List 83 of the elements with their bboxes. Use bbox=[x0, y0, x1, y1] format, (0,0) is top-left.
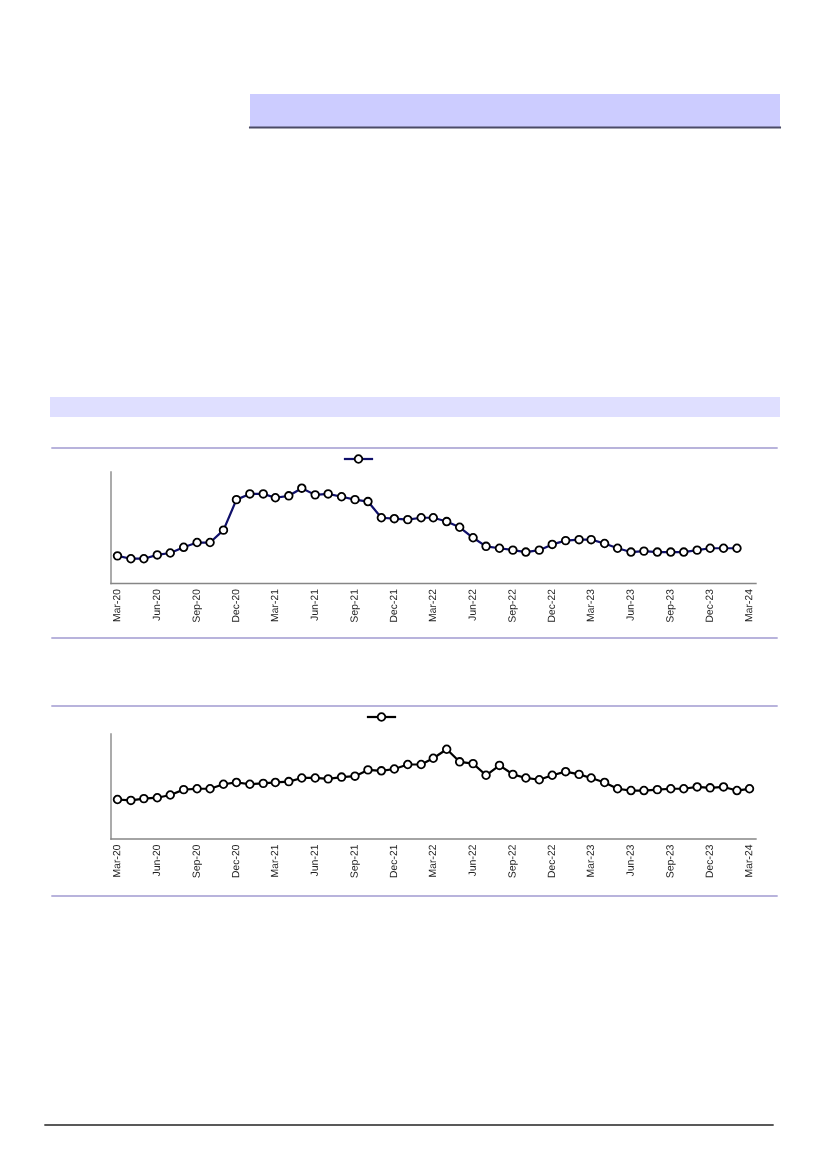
point bbox=[284, 776, 294, 787]
point bbox=[389, 764, 400, 774]
point bbox=[441, 744, 452, 754]
point bbox=[692, 782, 702, 792]
x-tick-label: Sep-20 bbox=[192, 589, 202, 623]
x-tick-label: Jun-20 bbox=[152, 844, 161, 877]
point bbox=[744, 784, 755, 794]
x-tick-label: Jun-22 bbox=[468, 589, 476, 621]
point bbox=[416, 759, 426, 770]
x-tick-label: Dec-20 bbox=[231, 589, 240, 622]
point bbox=[534, 775, 544, 785]
point bbox=[732, 785, 742, 796]
x-tick-label: Sep-21 bbox=[350, 845, 360, 878]
point bbox=[481, 770, 491, 781]
point bbox=[428, 753, 439, 763]
x-tick-label: Mar-21 bbox=[270, 845, 279, 877]
point bbox=[560, 766, 571, 777]
x-tick-label: Mar-23 bbox=[586, 845, 594, 877]
point bbox=[547, 770, 557, 781]
x-tick-label: Mar-21 bbox=[270, 589, 279, 622]
x-tick-label: Dec-22 bbox=[547, 589, 556, 622]
x-tick-label: Jun-23 bbox=[626, 589, 634, 621]
x-tick-label: Mar-24 bbox=[744, 844, 753, 877]
point bbox=[599, 777, 610, 788]
point bbox=[245, 779, 255, 789]
x-tick-label: Sep-20 bbox=[192, 844, 202, 878]
x-tick-label: Mar-20 bbox=[112, 844, 121, 877]
point bbox=[139, 793, 149, 804]
x-tick-label: Dec-21 bbox=[389, 589, 398, 622]
point bbox=[376, 766, 387, 776]
point bbox=[652, 784, 663, 795]
x-tick-label: Sep-21 bbox=[350, 589, 360, 623]
point bbox=[297, 773, 307, 783]
x-tick-label: Jun-21 bbox=[310, 845, 318, 877]
point bbox=[350, 771, 360, 781]
x-tick-label: Dec-23 bbox=[705, 589, 713, 622]
point bbox=[205, 784, 215, 794]
point bbox=[178, 784, 189, 795]
point bbox=[454, 757, 465, 767]
point bbox=[679, 784, 689, 794]
point bbox=[152, 792, 163, 803]
x-tick-label: Jun-22 bbox=[468, 845, 476, 877]
point bbox=[718, 782, 729, 792]
point bbox=[192, 784, 202, 794]
x-tick-label: Dec-22 bbox=[547, 845, 556, 878]
point bbox=[403, 759, 413, 770]
point bbox=[574, 769, 584, 780]
point bbox=[363, 765, 373, 775]
point bbox=[705, 783, 715, 793]
point bbox=[336, 772, 347, 782]
x-tick-label: Mar-20 bbox=[112, 589, 121, 622]
x-tick-label: Mar-22 bbox=[428, 845, 437, 877]
point bbox=[310, 773, 320, 783]
point bbox=[494, 760, 505, 771]
point bbox=[468, 758, 478, 769]
point bbox=[508, 769, 518, 780]
x-tick-label: Jun-23 bbox=[626, 845, 634, 877]
x-tick-label: Mar-23 bbox=[586, 589, 594, 622]
x-tick-label: Sep-22 bbox=[508, 845, 518, 878]
x-tick-label: Mar-24 bbox=[744, 589, 753, 622]
point bbox=[112, 794, 123, 805]
x-tick-label: Sep-22 bbox=[508, 589, 518, 623]
point bbox=[666, 784, 676, 794]
x-tick-label: Jun-20 bbox=[152, 589, 161, 621]
point bbox=[231, 777, 242, 788]
point bbox=[626, 785, 636, 796]
x-tick-label: Dec-23 bbox=[705, 845, 713, 878]
x-tick-label: Sep-23 bbox=[666, 845, 676, 878]
point bbox=[323, 774, 333, 784]
point bbox=[165, 790, 175, 800]
point bbox=[270, 777, 281, 788]
point bbox=[126, 795, 136, 806]
point bbox=[639, 785, 649, 796]
point bbox=[612, 784, 623, 794]
point bbox=[258, 778, 268, 789]
point bbox=[521, 773, 531, 783]
x-tick-label: Jun-21 bbox=[310, 589, 318, 621]
point bbox=[586, 773, 596, 783]
x-tick-label: Mar-22 bbox=[428, 589, 437, 622]
point bbox=[218, 779, 229, 789]
x-tick-label: Sep-23 bbox=[666, 589, 676, 623]
x-tick-label: Dec-20 bbox=[231, 844, 240, 878]
x-tick-label: Dec-21 bbox=[389, 845, 398, 878]
